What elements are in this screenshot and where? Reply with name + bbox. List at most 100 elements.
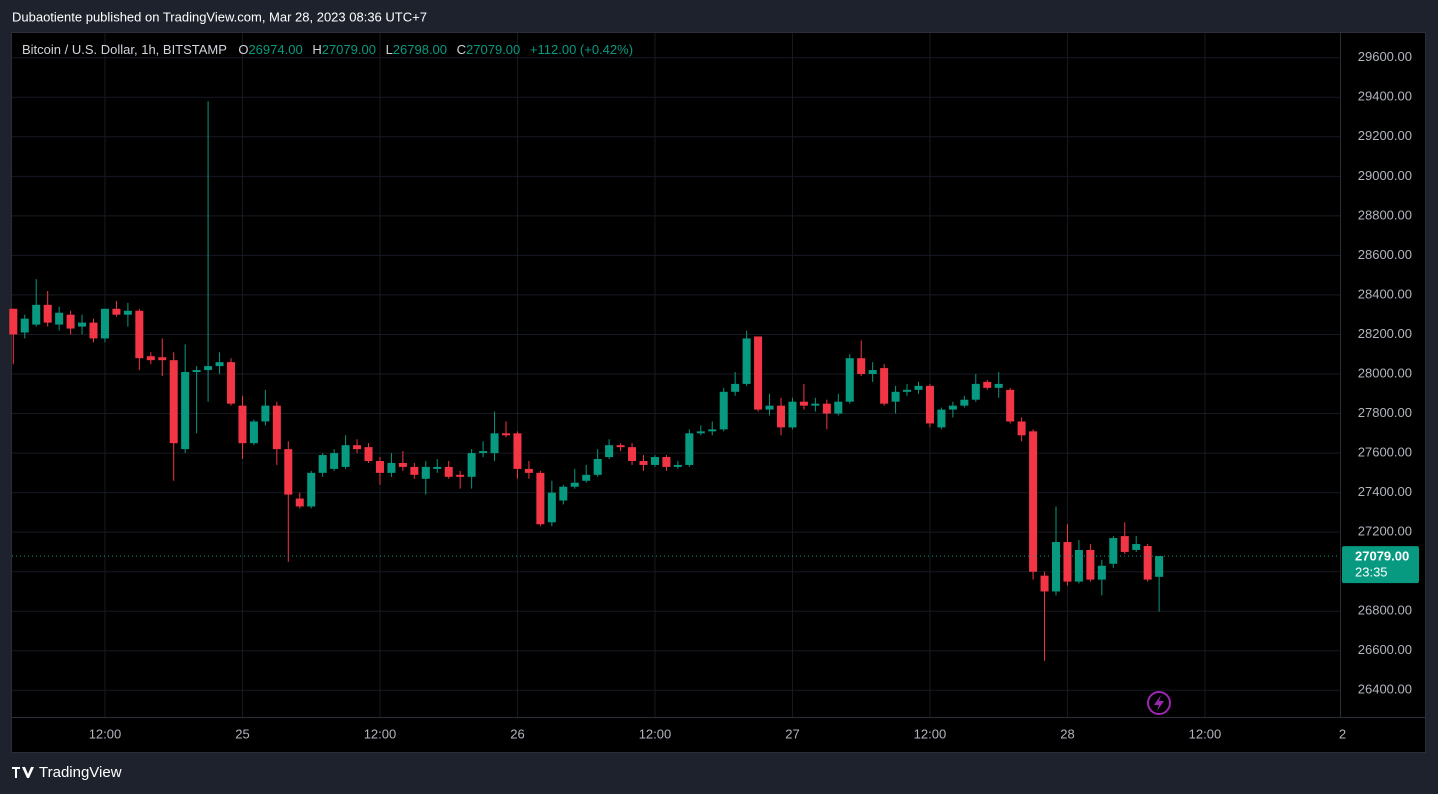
candle-body: [662, 457, 671, 467]
candle: [1006, 387, 1015, 424]
candle: [971, 374, 980, 402]
candle-body: [261, 405, 270, 422]
candle-body: [78, 322, 87, 327]
candle-body: [169, 360, 178, 444]
x-tick-label: 2: [1339, 726, 1346, 741]
candle-body: [1017, 421, 1026, 436]
candle: [1029, 429, 1038, 580]
candle-body: [307, 472, 316, 507]
candle: [754, 336, 763, 412]
candle: [696, 425, 705, 436]
candle: [66, 310, 75, 335]
candle: [994, 372, 1003, 398]
candle: [1086, 544, 1095, 582]
candle-body: [822, 403, 831, 414]
y-tick-label: 27800.00: [1358, 405, 1412, 420]
candle: [1017, 417, 1026, 442]
candle-body: [330, 453, 339, 469]
candle-body: [811, 403, 820, 406]
x-tick-label: 25: [235, 726, 249, 741]
l-label: L: [386, 42, 393, 57]
candle-body: [639, 460, 648, 465]
candle: [834, 393, 843, 416]
candle-body: [868, 370, 877, 375]
candle: [89, 318, 98, 343]
candle: [20, 314, 29, 339]
candle-body: [272, 405, 281, 450]
candle-body: [66, 314, 75, 329]
candle-body: [146, 356, 155, 361]
candle: [215, 352, 224, 375]
candle: [799, 383, 808, 410]
x-tick-label: 12:00: [639, 726, 672, 741]
candle: [547, 480, 556, 527]
candle: [238, 395, 247, 460]
candle-body: [914, 385, 923, 390]
candle-body: [387, 462, 396, 473]
tv-logo: TradingView: [12, 764, 122, 781]
y-tick-label: 29400.00: [1358, 89, 1412, 104]
candle-body: [410, 466, 419, 475]
candle: [32, 279, 41, 327]
candle-body: [318, 455, 327, 473]
candle-body: [249, 421, 258, 444]
candle-body: [628, 447, 637, 461]
candle-body: [135, 310, 144, 359]
lightning-icon[interactable]: [1147, 691, 1171, 715]
candle-body: [375, 460, 384, 473]
candle-body: [983, 381, 992, 388]
grid: [12, 33, 1340, 717]
last-price-label: 27079.00: [1355, 549, 1409, 564]
candle-body: [1063, 542, 1072, 582]
candle: [169, 352, 178, 481]
candle-body: [754, 336, 763, 410]
candle: [639, 455, 648, 471]
icon-ring: [1147, 691, 1171, 715]
candle-body: [20, 318, 29, 333]
y-tick-label: 28200.00: [1358, 326, 1412, 341]
candle-body: [731, 383, 740, 392]
candle-body: [948, 405, 957, 410]
candle-body: [960, 399, 969, 406]
candle-body: [100, 308, 109, 339]
candle: [100, 308, 109, 343]
candle-body: [799, 401, 808, 406]
candle: [467, 449, 476, 489]
candle-body: [226, 362, 236, 404]
legend-line: Bitcoin / U.S. Dollar, 1h, BITSTAMP O269…: [22, 42, 633, 57]
icon-bolt: [1154, 695, 1164, 711]
candle-body: [215, 362, 224, 367]
candle-body: [582, 474, 591, 481]
candle-body: [719, 391, 728, 430]
candle: [948, 401, 957, 418]
candle-body: [32, 304, 41, 325]
candle: [1109, 536, 1118, 568]
x-tick-label: 27: [785, 726, 799, 741]
candle: [925, 383, 934, 428]
candle-body: [123, 310, 132, 315]
candle-body: [89, 322, 98, 339]
candle-body: [1006, 389, 1015, 422]
h-label: H: [312, 42, 321, 57]
candle-body: [524, 468, 533, 473]
candle-body: [479, 451, 488, 454]
candle: [845, 354, 854, 404]
candle: [1051, 506, 1061, 596]
candle-body: [857, 358, 866, 375]
x-tick-label: 26: [510, 726, 524, 741]
change: +112.00 (+0.42%): [530, 42, 633, 57]
candle-body: [490, 433, 499, 454]
candle: [524, 460, 533, 479]
candle-body: [776, 405, 786, 428]
countdown: 23:35: [1355, 565, 1388, 580]
x-tick-label: 28: [1060, 726, 1074, 741]
candle: [1155, 556, 1164, 612]
candle: [284, 441, 293, 562]
candle: [1074, 540, 1083, 584]
candle: [582, 464, 591, 483]
candle: [1120, 522, 1129, 554]
candle: [960, 395, 969, 408]
candle: [570, 468, 579, 489]
candle-body: [673, 464, 682, 467]
